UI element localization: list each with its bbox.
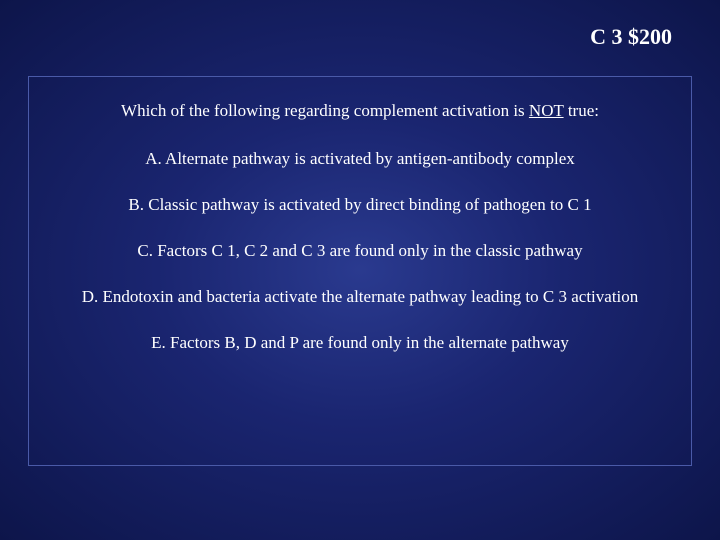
option-b: B. Classic pathway is activated by direc… (49, 195, 671, 215)
option-e: E. Factors B, D and P are found only in … (49, 333, 671, 353)
value-label: $200 (628, 24, 672, 49)
option-c: C. Factors C 1, C 2 and C 3 are found on… (49, 241, 671, 261)
slide-header: C 3 $200 (590, 24, 672, 50)
question-suffix: true: (564, 101, 599, 120)
question-prefix: Which of the following regarding complem… (121, 101, 529, 120)
question-emphasis: NOT (529, 101, 564, 120)
category-label: C 3 (590, 24, 622, 49)
option-a: A. Alternate pathway is activated by ant… (49, 149, 671, 169)
question-box: Which of the following regarding complem… (28, 76, 692, 466)
option-d: D. Endotoxin and bacteria activate the a… (49, 287, 671, 307)
question-text: Which of the following regarding complem… (49, 101, 671, 121)
